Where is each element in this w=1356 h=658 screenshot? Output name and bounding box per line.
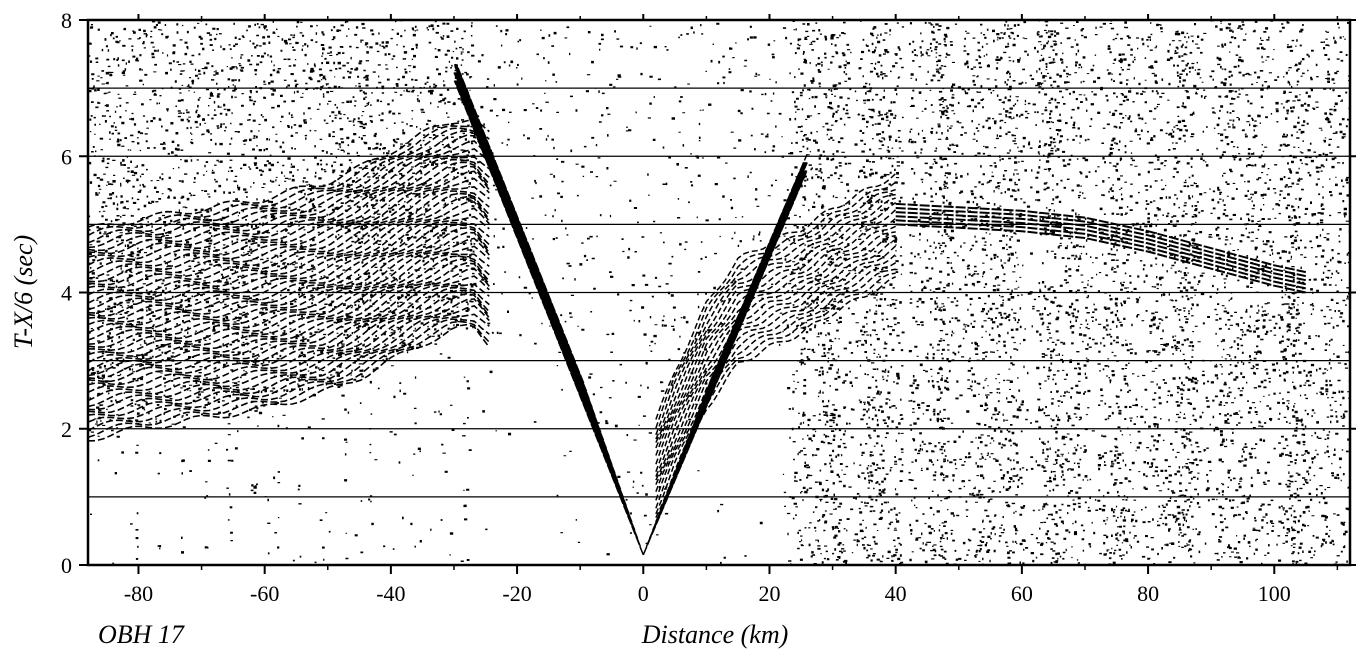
seismic-traces <box>88 20 1350 565</box>
y-tick-label: 2 <box>61 417 72 442</box>
x-tick-label: 20 <box>758 581 780 606</box>
x-tick-label: 60 <box>1011 581 1033 606</box>
y-tick-label: 0 <box>61 553 72 578</box>
x-tick-label: 40 <box>885 581 907 606</box>
y-tick-label: 4 <box>61 281 72 306</box>
x-tick-label: -20 <box>502 581 531 606</box>
noise-speckle <box>88 20 1350 565</box>
y-axis-title: T-X/6 (sec) <box>9 235 38 349</box>
x-tick-label: -80 <box>124 581 153 606</box>
y-tick-label: 6 <box>61 144 72 169</box>
right-wavetrain <box>655 172 897 522</box>
x-tick-label: 80 <box>1137 581 1159 606</box>
x-tick-label: -40 <box>376 581 405 606</box>
x-tick-label: 0 <box>638 581 649 606</box>
secondary-phase <box>895 202 1307 294</box>
x-axis-title: Distance (km) <box>641 620 789 649</box>
y-tick-label: 8 <box>61 8 72 33</box>
time-gridlines <box>88 87 1350 498</box>
x-axis-ticks: -80 -60 -40 -20 0 20 40 60 80 100 <box>124 14 1339 606</box>
y-axis-ticks: 0 2 4 6 8 <box>61 8 1356 578</box>
x-tick-label: 100 <box>1258 581 1291 606</box>
direct-arrival-branches <box>453 64 808 556</box>
station-label: OBH 17 <box>98 620 185 649</box>
x-tick-label: -60 <box>250 581 279 606</box>
